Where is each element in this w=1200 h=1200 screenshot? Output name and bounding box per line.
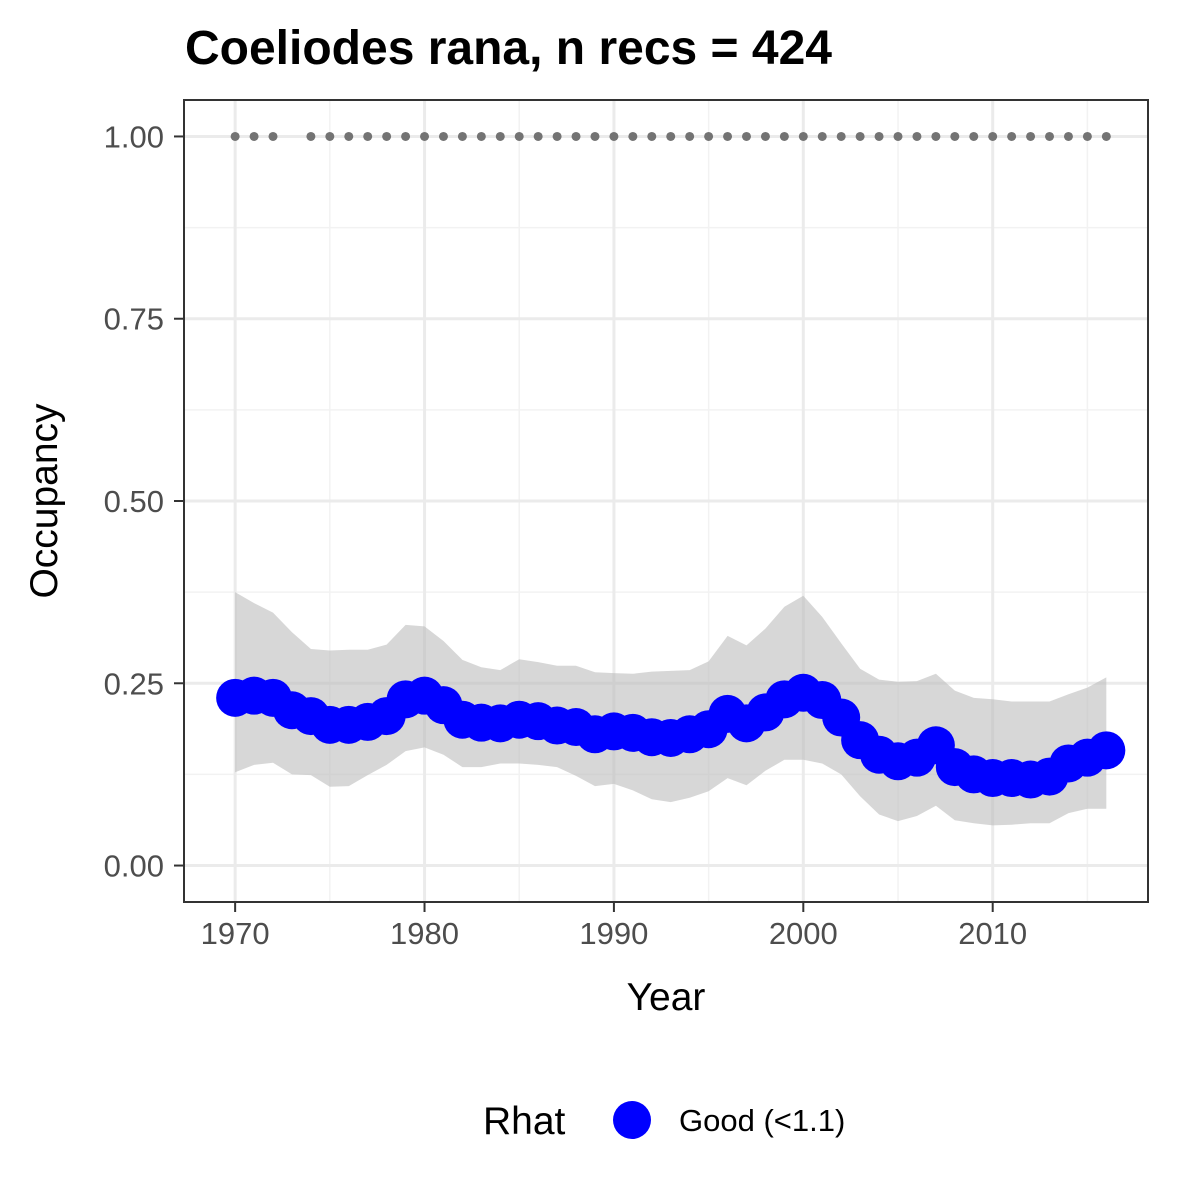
y-tick-label: 0.75	[104, 302, 164, 337]
x-tick-label: 1980	[390, 916, 459, 951]
rhat-marker	[571, 131, 581, 141]
rhat-marker	[401, 131, 411, 141]
x-tick-label: 2010	[958, 916, 1027, 951]
rhat-marker	[685, 131, 695, 141]
rhat-marker	[723, 131, 733, 141]
rhat-marker	[230, 131, 240, 141]
occupancy-point	[1087, 731, 1126, 770]
rhat-marker	[931, 131, 941, 141]
rhat-marker	[1063, 131, 1073, 141]
x-tick-label: 1970	[201, 916, 270, 951]
rhat-marker	[552, 131, 562, 141]
rhat-marker	[457, 131, 467, 141]
rhat-marker	[1026, 131, 1036, 141]
rhat-marker	[874, 131, 884, 141]
rhat-marker	[950, 131, 960, 141]
rhat-marker	[438, 131, 448, 141]
x-axis: 1970 1980 1990 2000 2010	[201, 902, 1027, 951]
rhat-marker	[779, 131, 789, 141]
y-axis-title: Occupancy	[23, 403, 66, 599]
rhat-marker	[1101, 131, 1111, 141]
rhat-marker	[268, 131, 278, 141]
rhat-marker	[988, 131, 998, 141]
y-tick-label: 0.50	[104, 484, 164, 519]
rhat-marker	[817, 131, 827, 141]
rhat-marker	[1045, 131, 1055, 141]
rhat-marker	[514, 131, 524, 141]
y-axis: 0.00 0.25 0.50 0.75 1.00	[104, 119, 184, 884]
rhat-marker	[533, 131, 543, 141]
rhat-marker	[306, 131, 316, 141]
legend-key-good	[613, 1101, 651, 1139]
rhat-marker	[969, 131, 979, 141]
rhat-marker	[249, 131, 259, 141]
occupancy-point-layer	[216, 673, 1126, 799]
rhat-marker	[590, 131, 600, 141]
legend: Rhat Good (<1.1)	[483, 1100, 845, 1143]
rhat-marker	[666, 131, 676, 141]
rhat-marker	[704, 131, 714, 141]
x-tick-label: 2000	[769, 916, 838, 951]
rhat-marker	[741, 131, 751, 141]
rhat-marker	[325, 131, 335, 141]
rhat-marker	[893, 131, 903, 141]
rhat-marker	[912, 131, 922, 141]
y-tick-label: 1.00	[104, 119, 164, 154]
y-tick-label: 0.00	[104, 849, 164, 884]
rhat-marker	[647, 131, 657, 141]
x-tick-label: 1990	[579, 916, 648, 951]
rhat-marker	[382, 131, 392, 141]
rhat-marker	[855, 131, 865, 141]
y-tick-label: 0.25	[104, 666, 164, 701]
rhat-marker	[609, 131, 619, 141]
rhat-marker	[836, 131, 846, 141]
legend-label-good: Good (<1.1)	[679, 1103, 845, 1138]
rhat-marker-layer	[230, 131, 1111, 141]
chart-title: Coeliodes rana, n recs = 424	[185, 22, 832, 75]
x-axis-title: Year	[627, 976, 706, 1019]
rhat-marker	[420, 131, 430, 141]
rhat-marker	[476, 131, 486, 141]
rhat-marker	[798, 131, 808, 141]
rhat-marker	[344, 131, 354, 141]
rhat-marker	[628, 131, 638, 141]
rhat-marker	[760, 131, 770, 141]
rhat-marker	[363, 131, 373, 141]
rhat-marker	[1082, 131, 1092, 141]
legend-title: Rhat	[483, 1100, 566, 1143]
rhat-marker	[495, 131, 505, 141]
rhat-marker	[1007, 131, 1017, 141]
